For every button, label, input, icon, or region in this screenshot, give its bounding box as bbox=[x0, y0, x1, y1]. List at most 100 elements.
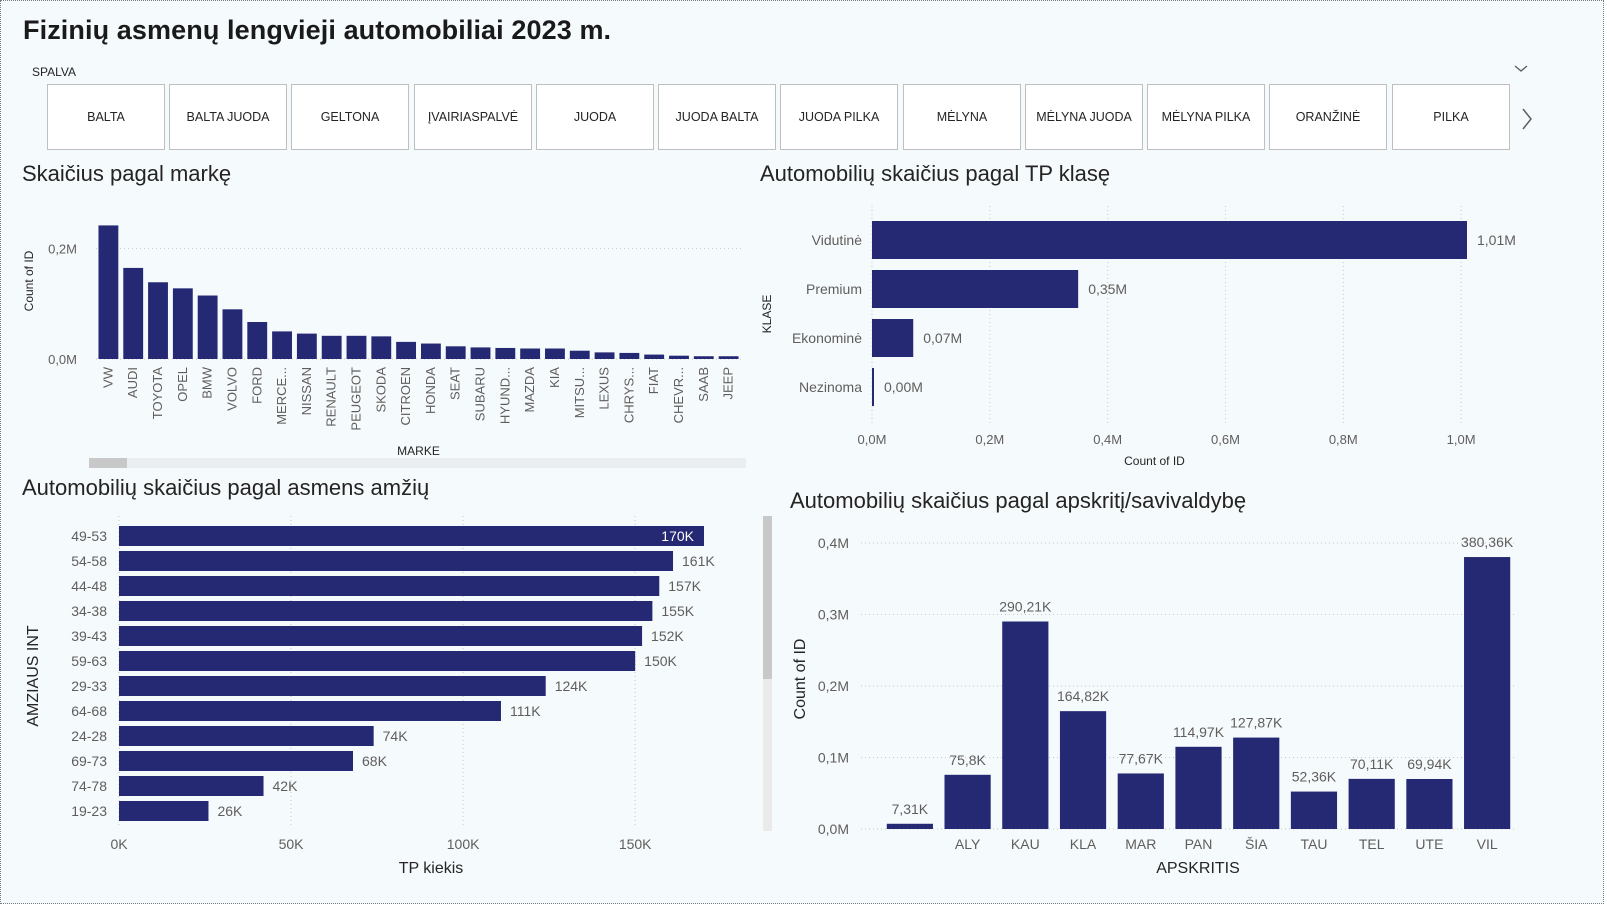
bar bbox=[1117, 773, 1164, 829]
slicer-option[interactable]: JUODA bbox=[536, 84, 654, 150]
slicer-option[interactable]: BALTA bbox=[47, 84, 165, 150]
slicer-option[interactable]: PILKA bbox=[1392, 84, 1510, 150]
x-tick-label: SKODA bbox=[373, 367, 388, 413]
y-axis-title: AMZIAUS INT bbox=[25, 625, 42, 727]
data-label: 290,21K bbox=[999, 598, 1052, 614]
bar bbox=[247, 322, 268, 359]
y-tick-label: 0,1M bbox=[818, 750, 849, 766]
data-label: 42K bbox=[273, 778, 299, 794]
x-tick-label: 150K bbox=[619, 836, 652, 852]
slicer-title: SPALVA bbox=[32, 65, 77, 79]
x-tick-label: 50K bbox=[279, 836, 305, 852]
data-label: 170K bbox=[661, 528, 694, 544]
slicer-option[interactable]: ĮVAIRIASPALVĖ bbox=[414, 84, 532, 150]
x-tick-label: 0,2M bbox=[975, 432, 1004, 447]
y-tick-label: 74-78 bbox=[71, 778, 107, 794]
region-chart: 0,0M 0,1M 0,2M 0,3M 0,4M 7,31K 75,8K ALY 290,21K… bbox=[792, 534, 1516, 877]
slicer-option[interactable]: ORANŽINĖ bbox=[1269, 84, 1387, 150]
x-tick-label: ŠIA bbox=[1245, 836, 1268, 852]
x-tick-label: SAAB bbox=[696, 367, 711, 402]
x-tick-label: 100K bbox=[447, 836, 480, 852]
y-tick-label: 0,0M bbox=[48, 352, 77, 367]
bar bbox=[644, 354, 665, 359]
bar bbox=[1175, 746, 1222, 829]
data-label: 152K bbox=[651, 628, 684, 644]
x-tick-label: CHEVR... bbox=[671, 367, 686, 423]
x-tick-label: JEEP bbox=[721, 367, 736, 400]
bar bbox=[619, 352, 640, 359]
x-tick-label: PAN bbox=[1185, 836, 1213, 852]
x-tick-label: 0K bbox=[110, 836, 128, 852]
bar bbox=[495, 347, 516, 359]
data-label: 0,07M bbox=[923, 330, 962, 346]
data-label: 380,36K bbox=[1461, 534, 1514, 550]
bar bbox=[1059, 711, 1107, 829]
age-chart: 0K 50K 100K 150K 49-53 170K 54-58 161K 44-48 157K… bbox=[25, 516, 715, 877]
data-label: 164,82K bbox=[1057, 688, 1110, 704]
chevron-down-icon[interactable] bbox=[1511, 59, 1531, 79]
age-scrollbar-thumb[interactable] bbox=[763, 516, 772, 679]
y-tick-label: 19-23 bbox=[71, 803, 107, 819]
slicer-option[interactable]: MĖLYNA JUODA bbox=[1025, 84, 1143, 150]
bar bbox=[119, 576, 660, 596]
data-label: 77,67K bbox=[1119, 750, 1164, 766]
slicer-option[interactable]: BALTA JUODA bbox=[169, 84, 287, 150]
bar bbox=[119, 626, 643, 646]
data-label: 155K bbox=[661, 603, 694, 619]
x-tick-label: TOYOTA bbox=[150, 367, 165, 420]
y-axis-title: Count of ID bbox=[792, 639, 809, 720]
x-tick-label: HYUND... bbox=[497, 367, 512, 424]
data-label: 157K bbox=[668, 578, 701, 594]
brand-scrollbar-track[interactable] bbox=[89, 458, 746, 468]
data-label: 0,00M bbox=[884, 379, 923, 395]
slicer-option[interactable]: JUODA BALTA bbox=[658, 84, 776, 150]
y-tick-label: Premium bbox=[806, 281, 862, 297]
chevron-right-icon[interactable] bbox=[1517, 105, 1537, 133]
y-tick-label: 64-68 bbox=[71, 703, 107, 719]
bar bbox=[872, 221, 1467, 259]
y-tick-label: 0,0M bbox=[818, 821, 849, 837]
y-tick-label: 0,4M bbox=[818, 535, 849, 551]
bar bbox=[520, 348, 541, 359]
data-label: 70,11K bbox=[1350, 756, 1394, 772]
bar bbox=[321, 335, 342, 359]
bar bbox=[1348, 778, 1395, 829]
x-axis-title: TP kiekis bbox=[399, 860, 464, 877]
bar bbox=[119, 526, 704, 546]
bar bbox=[119, 701, 501, 721]
bar bbox=[222, 309, 243, 359]
x-tick-label: LEXUS bbox=[597, 367, 612, 410]
y-axis-title: Count of ID bbox=[22, 250, 36, 311]
region-chart-title: Automobilių skaičius pagal apskritį/savi… bbox=[790, 488, 1247, 513]
data-label: 52,36K bbox=[1292, 769, 1337, 785]
slicer-option[interactable]: MĖLYNA PILKA bbox=[1147, 84, 1265, 150]
brand-scrollbar-thumb[interactable] bbox=[89, 458, 127, 468]
x-tick-label: BMW bbox=[200, 366, 215, 399]
bar bbox=[172, 288, 193, 359]
y-tick-label: Vidutinė bbox=[812, 232, 863, 248]
slicer-option[interactable]: MĖLYNA bbox=[903, 84, 1021, 150]
bar bbox=[1290, 791, 1338, 829]
x-tick-label: MAZDA bbox=[522, 367, 537, 413]
slicer-option[interactable]: JUODA PILKA bbox=[780, 84, 898, 150]
data-label: 74K bbox=[383, 728, 409, 744]
bar bbox=[718, 356, 739, 359]
x-axis-title: MARKE bbox=[397, 444, 440, 458]
bar bbox=[119, 551, 674, 571]
bar bbox=[296, 333, 317, 359]
bar bbox=[119, 801, 209, 821]
bar bbox=[119, 601, 653, 621]
bar bbox=[371, 336, 392, 359]
y-tick-label: 54-58 bbox=[71, 553, 107, 569]
x-tick-label: MAR bbox=[1125, 836, 1156, 852]
x-tick-label: VOLVO bbox=[224, 367, 239, 411]
slicer-option[interactable]: GELTONA bbox=[291, 84, 409, 150]
x-tick-label: CHRYS... bbox=[621, 367, 636, 423]
bar bbox=[545, 348, 565, 359]
bar bbox=[445, 346, 466, 359]
tp-chart-title: Automobilių skaičius pagal TP klasę bbox=[760, 161, 1111, 186]
y-tick-label: 34-38 bbox=[71, 603, 107, 619]
y-tick-label: 29-33 bbox=[71, 678, 107, 694]
bar bbox=[119, 651, 636, 671]
